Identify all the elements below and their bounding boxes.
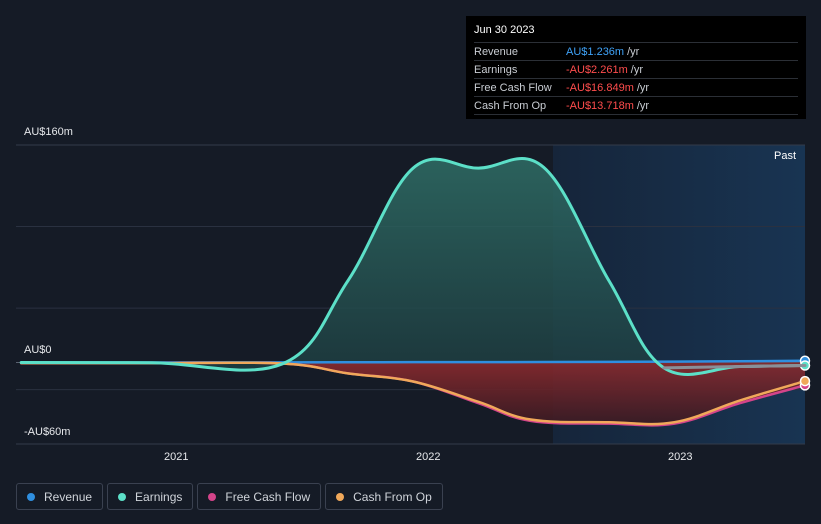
legend: Revenue Earnings Free Cash Flow Cash Fro… [16,483,443,510]
tooltip-label: Cash From Op [474,99,547,112]
cash-from-op-line [19,361,807,426]
x-tick-label: 2022 [416,451,441,463]
legend-item-earnings[interactable]: Earnings [107,483,194,510]
legend-item-revenue[interactable]: Revenue [16,483,104,510]
tooltip-row-earnings: Earnings -AU$2.261m /yr [474,60,798,78]
tooltip-value: -AU$2.261m [566,63,628,76]
legend-item-cash-from-op[interactable]: Cash From Op [325,483,443,510]
tooltip-row-revenue: Revenue AU$1.236m /yr [474,42,798,60]
tooltip-label: Free Cash Flow [474,81,552,94]
earnings-area [21,158,806,375]
tooltip-value: AU$1.236m [566,45,625,58]
legend-label: Free Cash Flow [225,489,311,504]
cash-from-op-end-point [799,375,811,387]
legend-label: Cash From Op [353,489,432,504]
legend-item-free-cash-flow[interactable]: Free Cash Flow [197,483,322,510]
earnings-dot-icon [118,492,127,501]
legend-label: Earnings [135,489,183,504]
free-cash-flow-area [21,362,806,426]
tooltip-label: Earnings [474,63,518,76]
revenue-dot-icon [27,492,35,501]
tooltip-unit: /yr [630,63,643,76]
y-tick-label: -AU$60m [24,426,71,438]
tooltip-panel: Jun 30 2023 Revenue AU$1.236m /yr Earnin… [466,16,806,119]
earnings-negative-line [662,364,807,370]
y-tick-label: AU$0 [24,344,52,356]
cash-from-op-dot-icon [336,492,345,501]
tooltip-value: -AU$13.718m [566,99,634,112]
x-tick-label: 2023 [668,451,693,463]
tooltip-row-free-cash-flow: Free Cash Flow -AU$16.849m /yr [474,78,798,96]
earnings-line [19,157,807,376]
tooltip-unit: /yr [627,45,640,58]
legend-label: Revenue [44,489,93,504]
past-label: Past [774,150,797,162]
tooltip-row-cash-from-op: Cash From Op -AU$13.718m /yr [474,96,798,115]
tooltip-value: -AU$16.849m [566,81,634,94]
y-tick-label: AU$160m [24,126,73,138]
x-tick-label: 2021 [164,451,189,463]
tooltip-label: Revenue [474,45,519,58]
tooltip-unit: /yr [636,81,650,94]
tooltip-unit: /yr [636,99,650,112]
tooltip-date: Jun 30 2023 [474,24,535,36]
free-cash-flow-dot-icon [208,492,217,501]
